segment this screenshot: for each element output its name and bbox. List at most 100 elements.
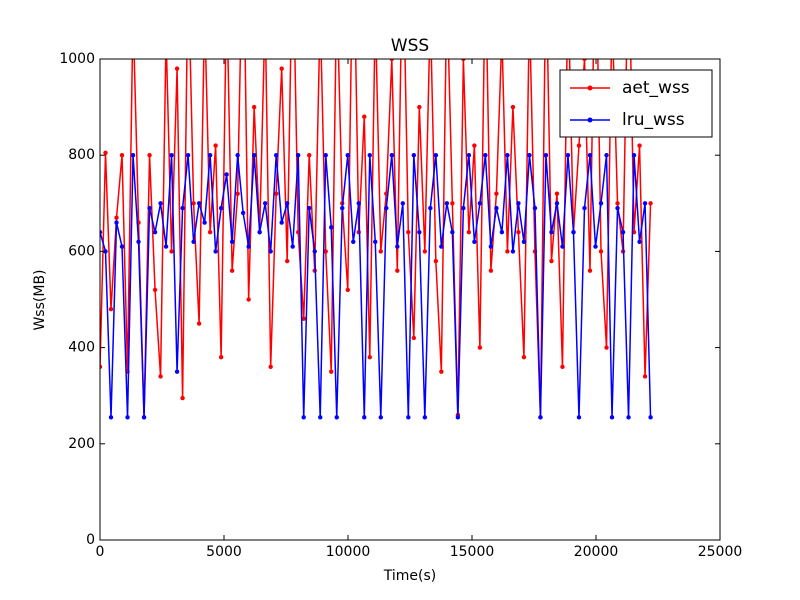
series-point (455, 415, 461, 420)
y-tick-label: 600 (68, 243, 95, 259)
x-axis-label: Time(s) (383, 568, 436, 584)
series-point (191, 239, 196, 244)
x-tick-label: 5000 (206, 544, 242, 560)
x-tick-label: 15000 (450, 544, 495, 560)
series-point (378, 415, 383, 420)
series-point (213, 249, 218, 254)
series-point (389, 153, 394, 158)
series-point (108, 415, 114, 420)
series-point (114, 215, 119, 220)
series-point (103, 150, 108, 155)
y-tick-label: 1000 (59, 51, 95, 67)
series-point (488, 268, 494, 273)
series-point (279, 220, 284, 225)
y-tick-label: 400 (68, 340, 95, 356)
series-point (119, 153, 125, 158)
series-point (593, 244, 598, 249)
series-point (367, 355, 372, 360)
series-point (527, 153, 532, 158)
series-point (642, 374, 648, 379)
series-point (598, 201, 604, 206)
series-point (477, 201, 483, 206)
series-point (549, 229, 554, 235)
series-point (417, 229, 422, 235)
series-point (301, 415, 306, 420)
series-point (136, 239, 141, 244)
legend-box (559, 69, 713, 138)
series-point (180, 205, 185, 211)
series-point (444, 201, 450, 206)
series-point (108, 306, 114, 312)
series-point (439, 369, 444, 374)
series-point (351, 239, 356, 244)
series-point (620, 229, 626, 235)
series-point (565, 153, 571, 158)
x-tick-label: 0 (96, 544, 105, 560)
series-point (119, 244, 125, 249)
series-point (279, 66, 284, 71)
series-point (345, 287, 350, 293)
series-point (307, 205, 312, 211)
series-point (163, 244, 169, 249)
series-point (367, 153, 372, 158)
series-point (240, 210, 246, 216)
series-point (532, 205, 538, 211)
series-point (213, 143, 218, 148)
series-point (631, 153, 637, 158)
series-point (329, 225, 334, 230)
series-point (483, 153, 488, 158)
series-point (114, 220, 119, 225)
series-point (130, 153, 136, 158)
y-tick-label: 800 (68, 147, 95, 163)
y-tick-label: 0 (86, 532, 95, 548)
series-point (290, 244, 295, 249)
series-point (609, 415, 615, 420)
series-point (637, 143, 642, 148)
series-point (235, 153, 240, 158)
axes-frame (99, 58, 721, 541)
series-point (626, 415, 631, 420)
series-point (103, 249, 108, 254)
series-point (549, 258, 554, 264)
series-point (246, 244, 251, 249)
plot-area (100, 59, 653, 420)
series-point (174, 66, 180, 71)
series-point (494, 191, 499, 196)
series-point (147, 153, 152, 158)
series-point (268, 249, 273, 254)
series-point (582, 59, 587, 62)
series-point (538, 415, 543, 420)
series-point (141, 415, 147, 420)
series-point (147, 205, 152, 211)
series-point (406, 229, 411, 235)
series-point (642, 201, 648, 206)
series-point (466, 153, 472, 158)
series-line (100, 59, 652, 418)
series-point (411, 335, 417, 341)
series-point (587, 153, 593, 158)
series-point (224, 172, 229, 177)
series-point (251, 153, 257, 158)
series-point (648, 415, 653, 420)
series-point (235, 191, 240, 196)
series-point (554, 201, 560, 206)
series-point (428, 205, 433, 211)
series-point (406, 415, 411, 420)
series-point (100, 229, 103, 235)
series-point (196, 321, 202, 326)
series-point (191, 201, 196, 206)
series-point (378, 249, 383, 254)
series-point (571, 229, 576, 235)
series-point (307, 153, 312, 158)
series-point (510, 249, 516, 254)
series-point (362, 114, 367, 119)
series-point (433, 153, 439, 158)
x-tick-label: 10000 (326, 544, 371, 560)
series-point (395, 268, 400, 273)
series-point (196, 201, 202, 206)
series-point (373, 239, 378, 244)
series-point (246, 297, 251, 302)
series-point (422, 249, 428, 254)
series-point (169, 249, 174, 254)
